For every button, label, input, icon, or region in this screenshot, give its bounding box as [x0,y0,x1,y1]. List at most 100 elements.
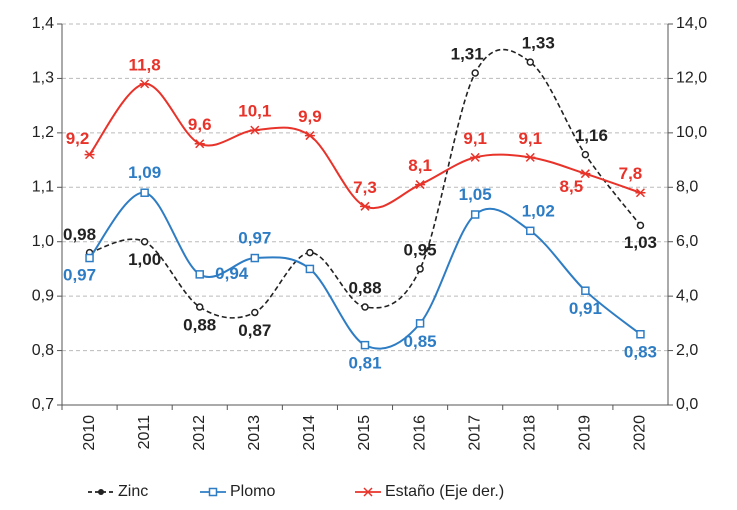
legend-label: Plomo [230,483,275,500]
y-tick-label: 1,4 [32,15,54,32]
data-label: 1,33 [522,34,555,53]
marker [526,226,535,236]
data-label: 9,2 [66,129,90,148]
data-label: 1,16 [575,126,608,145]
data-label: 9,1 [518,129,542,148]
marker [251,308,259,317]
data-label: 0,85 [404,332,437,351]
data-label: 9,9 [298,107,322,126]
data-label: 10,1 [238,102,271,121]
x-tick-label: 2017 [466,415,483,451]
marker [636,221,645,230]
legend-marker [363,487,373,497]
data-label: 1,09 [128,163,161,182]
data-label: 0,94 [215,264,249,283]
data-label: 0,88 [183,316,216,335]
x-tick-label: 2012 [191,415,208,451]
x-tick-label: 2019 [577,415,594,451]
y2-tick-label: 2,0 [676,342,698,359]
y2-tick-label: 4,0 [676,287,698,304]
data-label: 8,5 [560,177,584,196]
data-label: 0,98 [63,225,96,244]
legend-label: Zinc [118,483,148,500]
marker [525,152,536,162]
marker [636,329,645,339]
legend-label: Estaño (Eje der.) [385,483,504,500]
marker [471,69,479,77]
y-tick-label: 0,9 [32,287,54,304]
marker [304,131,315,141]
marker [470,210,480,219]
data-label: 9,1 [463,129,487,148]
marker [581,286,590,295]
marker [360,201,370,211]
marker [415,180,426,190]
data-label: 1,03 [624,233,657,252]
x-tick-label: 2015 [356,415,373,451]
y-tick-label: 1,1 [32,179,54,196]
marker [415,319,425,328]
marker [581,150,590,159]
y-tick-label: 0,7 [32,396,54,413]
data-label: 0,88 [348,279,381,298]
data-label: 0,97 [63,266,96,285]
data-label: 0,83 [624,343,657,362]
data-label: 9,6 [188,115,212,134]
x-tick-label: 2010 [81,415,98,451]
data-label: 0,91 [569,299,602,318]
x-tick-label: 2018 [521,415,538,451]
marker [635,188,646,198]
marker [305,264,315,274]
data-label: 0,87 [238,321,271,340]
legend-marker [208,487,218,497]
marker [470,152,481,162]
y2-tick-label: 8,0 [676,179,698,196]
data-label: 7,8 [619,164,643,183]
marker [249,125,260,135]
x-tick-label: 2014 [301,415,318,451]
data-label: 0,81 [348,354,381,373]
marker [416,265,424,273]
y2-tick-label: 12,0 [676,70,707,87]
marker [306,248,314,257]
x-tick-label: 2020 [632,415,649,451]
x-tick-label: 2011 [136,415,153,450]
x-tick-label: 2013 [246,415,263,451]
y2-tick-label: 6,0 [676,233,698,250]
marker [85,253,94,263]
data-label: 1,02 [522,201,555,220]
data-label: 1,05 [459,185,492,204]
marker [194,139,205,149]
data-label: 11,8 [129,55,161,74]
y2-tick-label: 0,0 [676,396,698,413]
y-tick-label: 1,0 [32,233,54,250]
marker [84,150,95,160]
y-tick-label: 0,8 [32,342,54,359]
data-label: 7,3 [353,178,377,197]
y-tick-label: 1,3 [32,70,54,87]
marker [360,340,370,350]
series-line [88,82,641,210]
x-tick-label: 2016 [411,415,428,451]
data-label: 0,97 [238,229,271,248]
data-label: 1,31 [451,44,484,63]
marker [140,237,149,246]
data-label: 0,95 [404,240,437,259]
series-line [89,48,642,319]
marker [195,303,204,311]
marker [526,58,535,66]
data-label: 1,00 [128,250,161,269]
y2-tick-label: 10,0 [676,124,707,141]
marker [361,303,369,311]
marker [140,188,149,197]
marker [250,253,260,263]
series-line [88,191,642,350]
y2-tick-label: 14,0 [676,15,707,32]
marker [139,79,150,89]
y-tick-label: 1,2 [32,124,54,141]
legend-marker [98,489,104,495]
marker [580,169,591,179]
marker [195,270,204,279]
data-label: 8,1 [408,156,432,175]
